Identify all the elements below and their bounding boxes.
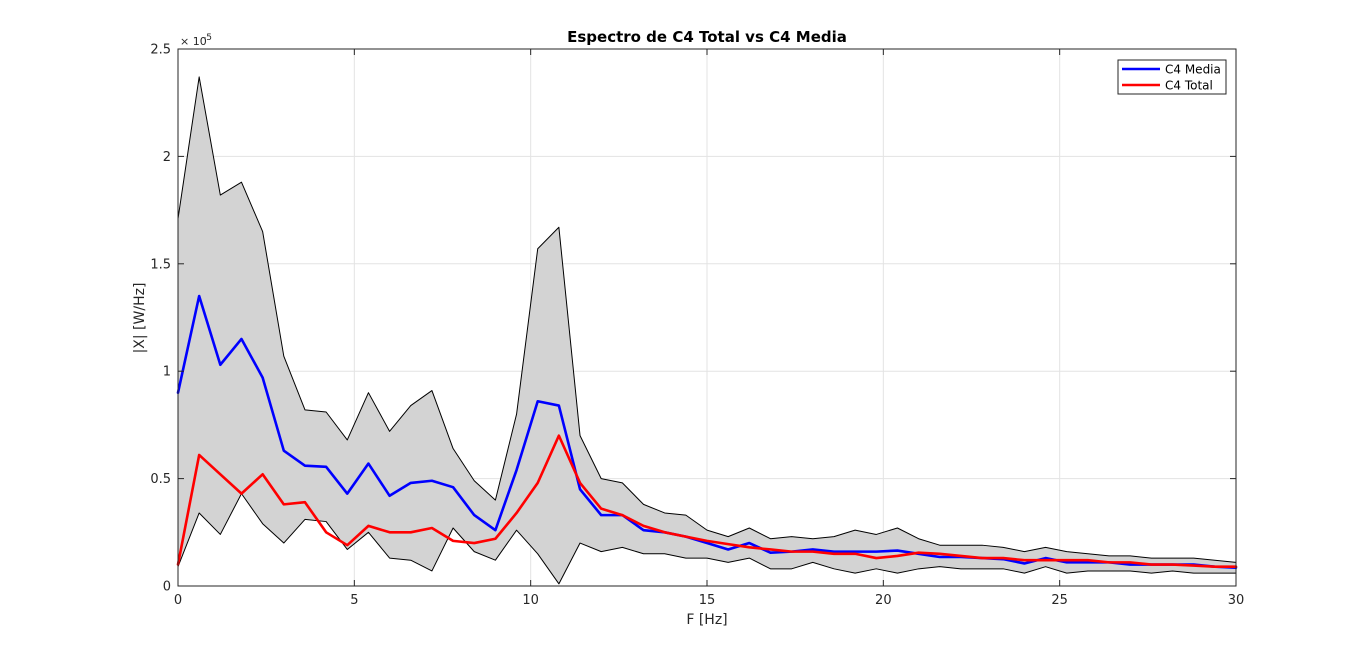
y-axis-label: |X| [W/Hz]	[132, 283, 148, 354]
y-tick-label: 2	[163, 150, 171, 165]
x-tick-label: 5	[350, 593, 358, 608]
x-tick-label: 20	[875, 593, 892, 608]
x-tick-label: 15	[699, 593, 716, 608]
y-tick-label: 1	[163, 365, 171, 380]
axis-ticks: 0 5 10 15 20 25 30 0 0.5 1 1.5 2 2.5	[150, 43, 1244, 609]
legend-label-c4-total: C4 Total	[1165, 79, 1213, 93]
y-tick-label: 2.5	[150, 43, 171, 58]
x-tick-label: 0	[174, 593, 182, 608]
x-tick-label: 25	[1051, 593, 1068, 608]
x-axis-label: F [Hz]	[686, 612, 727, 628]
legend: C4 Media C4 Total	[1117, 59, 1227, 95]
legend-box	[1117, 59, 1227, 95]
x-tick-label: 30	[1228, 593, 1245, 608]
legend-label-c4-media: C4 Media	[1165, 63, 1221, 77]
y-tick-label: 0	[163, 580, 171, 595]
series-line-c4-total	[176, 434, 1238, 568]
y-exponent-label: × 10 -5	[180, 33, 212, 48]
y-tick-label: 1.5	[150, 257, 171, 272]
series-lines	[176, 294, 1238, 570]
y-exponent-base: × 10	[180, 35, 207, 48]
x-tick-label: 10	[522, 593, 539, 608]
chart-title: Espectro de C4 Total vs C4 Media	[567, 28, 847, 46]
y-tick-label: 0.5	[150, 472, 171, 487]
y-exponent-power: -5	[203, 33, 212, 43]
